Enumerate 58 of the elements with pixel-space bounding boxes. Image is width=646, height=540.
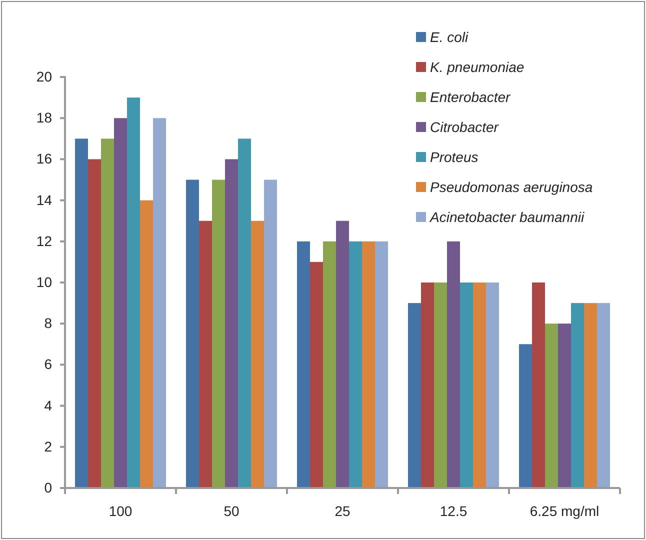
legend-label: Acinetobacter baumannii <box>429 209 585 225</box>
bar <box>349 241 362 488</box>
bar <box>584 303 598 488</box>
legend-label: K. pneumoniae <box>430 59 524 75</box>
bar <box>238 138 252 488</box>
legend-label: Proteus <box>430 149 478 165</box>
legend-label: Pseudomonas aeruginosa <box>430 179 593 195</box>
x-tick-label: 12.5 <box>440 503 468 519</box>
bar <box>420 282 434 488</box>
bar <box>544 324 558 488</box>
bar <box>198 220 212 488</box>
y-tick-label: 4 <box>44 397 52 414</box>
bar <box>310 262 323 488</box>
bar <box>264 180 278 488</box>
legend-label: Citrobacter <box>430 119 500 135</box>
bar <box>362 241 376 488</box>
y-tick-label: 16 <box>36 150 52 167</box>
bar <box>447 241 460 488</box>
legend-label: E. coli <box>430 29 470 45</box>
bar <box>336 220 349 488</box>
bar <box>212 180 225 488</box>
x-tick-label: 6.25 mg/ml <box>530 503 600 519</box>
y-tick-label: 14 <box>36 192 52 208</box>
bar <box>153 118 166 488</box>
bar <box>408 303 421 488</box>
bar <box>571 303 584 488</box>
x-tick-label: 50 <box>224 503 240 519</box>
bar <box>296 241 310 488</box>
bar <box>127 98 140 488</box>
bar <box>322 241 336 488</box>
y-tick-label: 10 <box>36 274 52 290</box>
x-tick-label: 25 <box>334 503 350 519</box>
bar <box>486 282 500 488</box>
bar <box>100 138 114 488</box>
bar <box>186 180 199 488</box>
bar <box>74 138 88 488</box>
bar <box>518 344 532 488</box>
y-tick-label: 12 <box>36 232 52 249</box>
bar <box>597 303 610 488</box>
x-tick-label: 100 <box>108 503 132 519</box>
bar <box>140 200 154 488</box>
bar <box>88 159 101 488</box>
bar <box>558 324 571 488</box>
y-tick-label: 6 <box>44 356 52 372</box>
y-tick-label: 18 <box>36 110 52 126</box>
bar <box>532 282 545 488</box>
bar <box>473 282 486 488</box>
bar <box>460 282 474 488</box>
bar <box>375 241 388 488</box>
y-tick-label: 8 <box>44 315 52 332</box>
bar <box>434 282 447 488</box>
y-tick-label: 20 <box>36 68 52 84</box>
y-tick-label: 0 <box>44 479 52 496</box>
bar <box>114 118 127 488</box>
y-tick-label: 2 <box>44 438 52 454</box>
legend-label: Enterobacter <box>430 89 512 105</box>
bar <box>251 220 264 488</box>
bar <box>225 159 238 488</box>
